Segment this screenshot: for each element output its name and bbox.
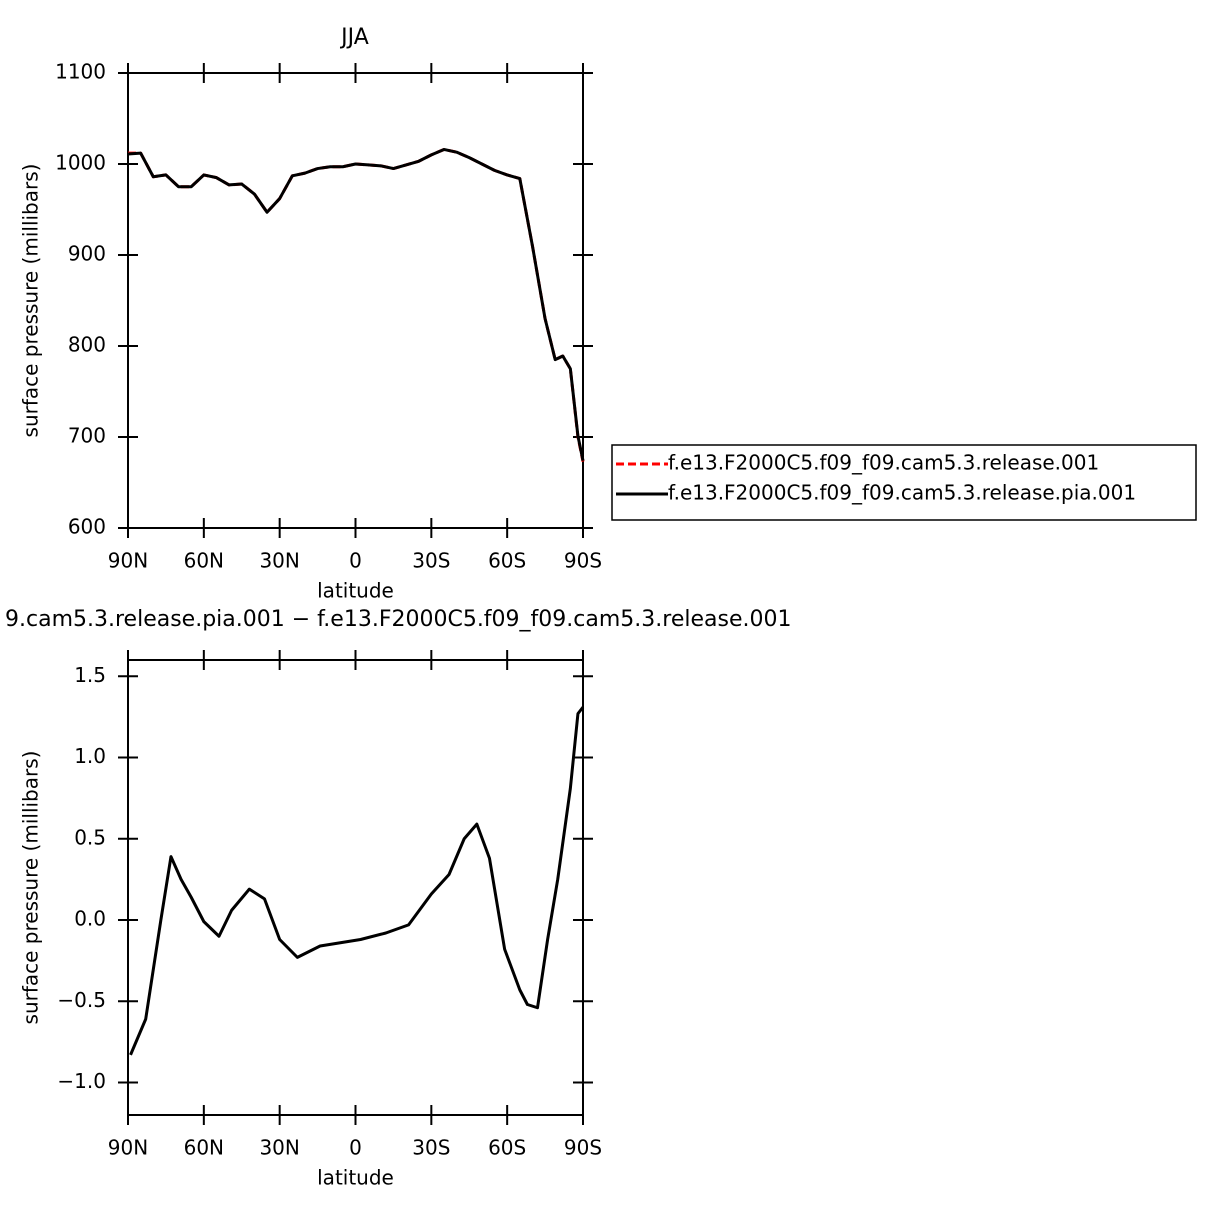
x-tick-label: 60S [488,1136,526,1160]
y-tick-label: 800 [68,333,106,357]
y-tick-label: 700 [68,424,106,448]
y-axis-label: surface pressure (millibars) [19,751,43,1025]
y-tick-label: 1.0 [74,744,106,768]
x-tick-label: 30S [412,1136,450,1160]
x-tick-label: 0 [349,549,362,573]
chart-title: JJA [339,25,369,50]
x-tick-label: 60N [184,1136,224,1160]
y-tick-label: 1.5 [74,663,106,687]
data-line [129,706,585,1056]
x-tick-label: 30N [259,549,299,573]
x-tick-label: 0 [349,1136,362,1160]
x-tick-label: 90N [108,549,148,573]
y-tick-label: 1100 [55,60,106,84]
y-tick-label: 600 [68,515,106,539]
x-tick-label: 90S [564,1136,602,1160]
x-tick-label: 90S [564,549,602,573]
x-tick-label: 60N [184,549,224,573]
data-line [128,147,585,462]
y-tick-label: −1.0 [57,1069,106,1093]
y-tick-label: 900 [68,242,106,266]
y-tick-label: −0.5 [57,988,106,1012]
legend-label: f.e13.F2000C5.f09_f09.cam5.3.release.001 [668,451,1099,475]
x-tick-label: 30S [412,549,450,573]
y-axis-label: surface pressure (millibars) [19,164,43,438]
x-tick-label: 90N [108,1136,148,1160]
x-axis-label: latitude [317,1166,394,1190]
legend-box [611,444,1197,521]
chart-title: 9.cam5.3.release.pia.001 − f.e13.F2000C5… [5,607,791,632]
x-tick-label: 60S [488,549,526,573]
plot-frame [127,659,584,1116]
legend-label: f.e13.F2000C5.f09_f09.cam5.3.release.pia… [668,481,1136,505]
x-axis-label: latitude [317,579,394,603]
y-tick-label: 0.5 [74,825,106,849]
y-tick-label: 1000 [55,151,106,175]
data-line [127,147,585,461]
plot-frame [127,72,584,529]
y-tick-label: 0.0 [74,907,106,931]
x-tick-label: 30N [259,1136,299,1160]
